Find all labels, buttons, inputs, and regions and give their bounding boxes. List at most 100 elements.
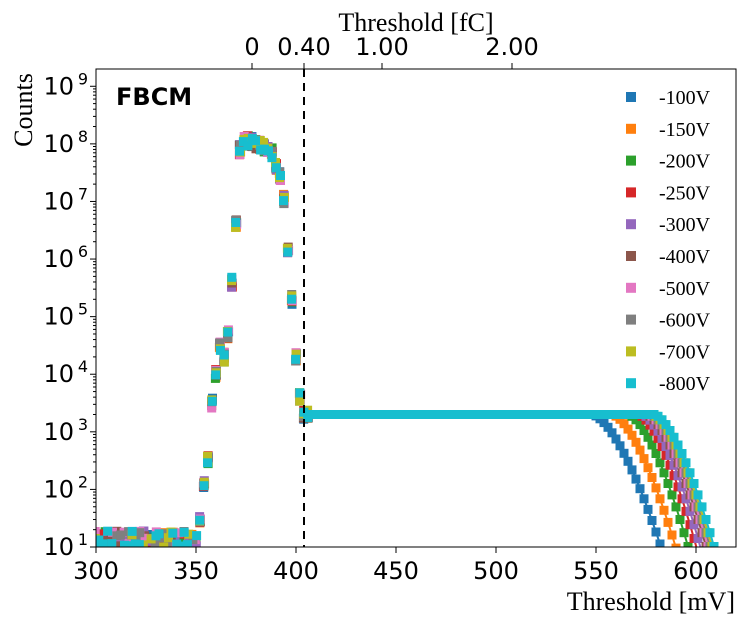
- data-point: [154, 529, 164, 539]
- legend-label--400V: -400V: [659, 246, 711, 268]
- legend-marker--400V: [626, 251, 636, 261]
- data-point: [207, 403, 217, 413]
- data-point: [264, 146, 273, 156]
- data-point: [116, 530, 126, 540]
- y-tick-label: 10: [43, 187, 74, 215]
- data-point: [639, 454, 649, 464]
- legend-label--500V: -500V: [659, 278, 711, 300]
- data-point: [191, 541, 201, 547]
- plot-layer: [96, 131, 719, 547]
- data-point: [295, 388, 305, 398]
- data-point: [655, 539, 665, 547]
- data-point: [663, 479, 673, 488]
- series--800V: [96, 134, 719, 547]
- data-point: [211, 370, 221, 380]
- data-point: [659, 468, 669, 478]
- secondary-x-axis-ticks: 0 0.40 1.00 2.00: [244, 33, 539, 69]
- data-point: [635, 420, 645, 430]
- data-point: [203, 458, 212, 468]
- data-point: [669, 432, 679, 442]
- data-point: [174, 528, 184, 538]
- data-point: [623, 424, 633, 434]
- data-point: [659, 505, 669, 515]
- data-point: [675, 515, 685, 524]
- y-tick-label: 10: [43, 360, 74, 388]
- data-point: [223, 327, 233, 337]
- y-tick-label: 10: [43, 72, 74, 100]
- data-point: [643, 463, 653, 473]
- data-point: [631, 437, 641, 447]
- y-tick-exponent: 8: [78, 127, 88, 146]
- x-tick-label: 550: [573, 557, 619, 585]
- data-point: [603, 422, 613, 432]
- x-tick-label: 300: [73, 557, 119, 585]
- data-point: [199, 481, 209, 491]
- data-point: [271, 158, 280, 167]
- y-tick-label: 10: [43, 130, 74, 158]
- data-point: [159, 542, 169, 547]
- data-point: [679, 528, 689, 538]
- data-point: [651, 483, 661, 493]
- data-point: [291, 349, 301, 359]
- data-point: [697, 502, 707, 512]
- legend-marker--100V: [626, 92, 636, 102]
- data-point: [96, 527, 100, 536]
- data-point: [114, 541, 124, 547]
- data-point: [138, 533, 148, 543]
- data-point: [203, 451, 212, 461]
- legend-label--200V: -200V: [659, 151, 711, 173]
- legend-marker--200V: [626, 155, 636, 166]
- data-point: [647, 473, 657, 482]
- y-tick-exponent: 4: [78, 357, 88, 376]
- data-point: [693, 534, 703, 543]
- data-point: [215, 338, 224, 348]
- data-point: [671, 543, 681, 547]
- data-point: [127, 526, 137, 536]
- y-tick-exponent: 7: [78, 184, 88, 203]
- data-point: [689, 520, 699, 530]
- data-point: [693, 490, 703, 500]
- data-point: [107, 539, 117, 547]
- legend-marker--300V: [626, 219, 636, 230]
- data-point: [677, 449, 687, 458]
- data-point: [251, 136, 260, 146]
- data-point: [639, 426, 649, 435]
- data-point: [689, 479, 699, 488]
- legend-marker--150V: [626, 123, 636, 134]
- legend-label--800V: -800V: [659, 373, 711, 395]
- top-tick-label: 1.00: [355, 33, 408, 61]
- data-point: [146, 534, 156, 544]
- y-tick-exponent: 6: [78, 242, 88, 261]
- data-point: [174, 541, 184, 547]
- data-point: [219, 350, 229, 360]
- data-point: [287, 294, 297, 304]
- legend: -100V -150V -200V -250V -300V -400V -500V -600V…: [626, 87, 711, 395]
- data-point: [709, 542, 719, 547]
- y-tick-label: 10: [43, 533, 74, 561]
- x-tick-label: 350: [173, 557, 219, 585]
- data-point: [607, 428, 617, 438]
- data-point: [135, 528, 145, 538]
- top-tick-label: 0: [244, 33, 259, 61]
- data-point: [231, 222, 240, 232]
- data-point: [599, 418, 609, 428]
- data-point: [623, 456, 633, 466]
- legend-marker--600V: [626, 314, 636, 325]
- y-tick-label: 10: [43, 418, 74, 446]
- legend-marker--250V: [626, 187, 636, 198]
- legend-label--100V: -100V: [659, 87, 711, 109]
- data-point: [661, 420, 671, 430]
- data-point: [243, 141, 253, 151]
- data-point: [168, 528, 178, 538]
- data-point: [271, 163, 281, 173]
- data-point: [643, 432, 653, 442]
- data-point: [627, 430, 637, 440]
- data-point: [631, 474, 641, 484]
- data-point: [283, 247, 293, 257]
- data-point: [655, 458, 665, 468]
- data-point: [195, 515, 205, 525]
- data-point: [657, 415, 667, 425]
- series--200V: [96, 131, 693, 547]
- data-point: [673, 440, 683, 450]
- data-point: [98, 539, 108, 547]
